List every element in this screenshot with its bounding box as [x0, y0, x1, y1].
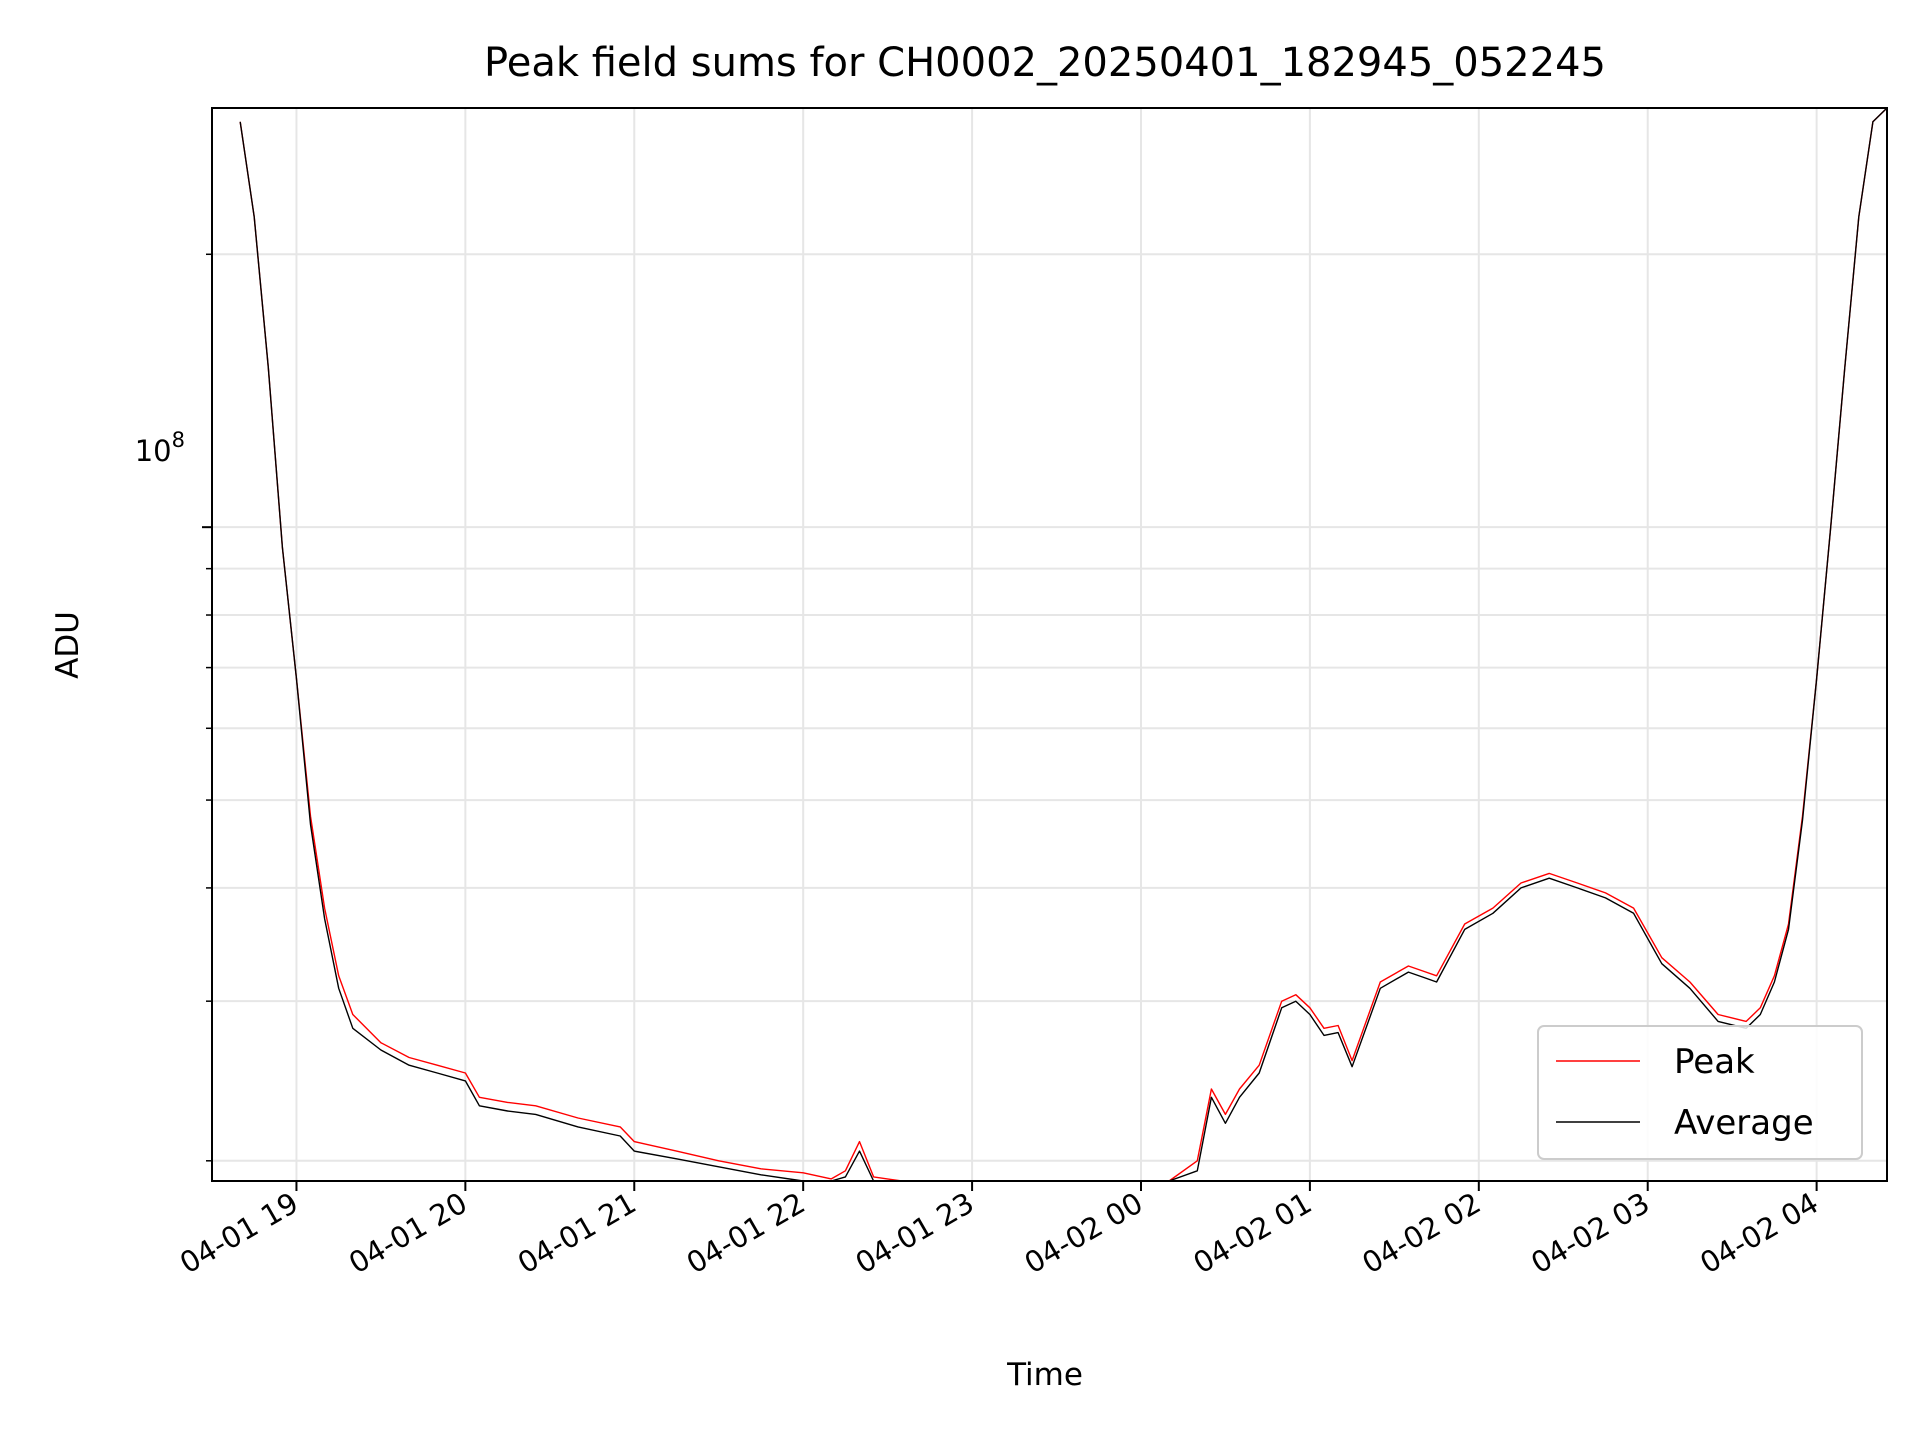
legend-box [1537, 1025, 1863, 1160]
plot-frame [211, 107, 1888, 1182]
y-axis-label: ADU [50, 611, 86, 679]
grid [212, 108, 1887, 1181]
chart-title: Peak field sums for CH0002_20250401_1829… [484, 40, 1606, 86]
y-tick-label: 108 [135, 428, 185, 468]
legend-label-peak: Peak [1674, 1042, 1755, 1082]
x-axis-label: Time [1006, 1357, 1083, 1393]
legend: Peak Average [1537, 1025, 1863, 1160]
y-axis: 108 [135, 253, 212, 1162]
legend-label-average: Average [1674, 1103, 1814, 1143]
